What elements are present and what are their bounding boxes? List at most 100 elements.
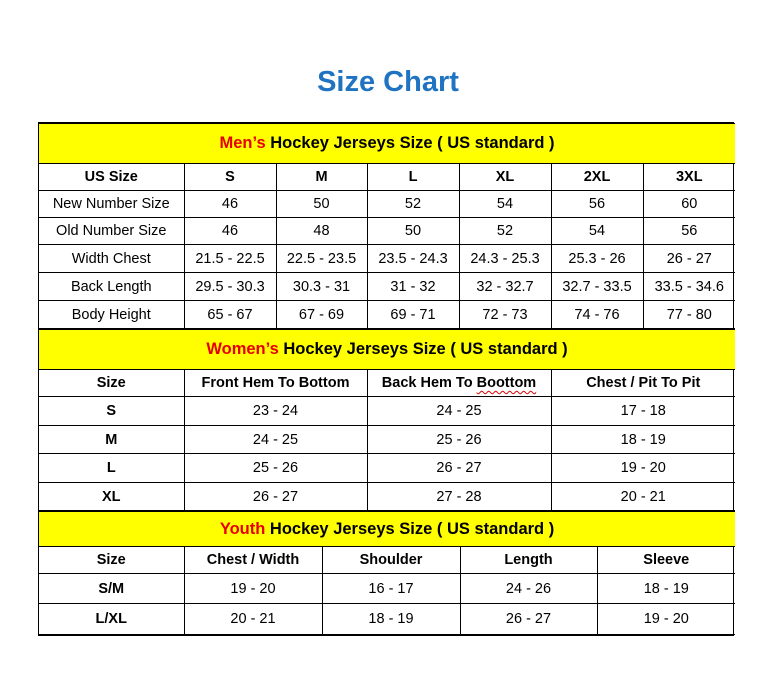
table-cell: 19 - 20	[596, 603, 736, 635]
column-header: Length	[459, 546, 598, 574]
table-row: Old Number Size 46 48 50 52 54 56	[39, 217, 736, 245]
spelling-mark: Boottom	[476, 375, 537, 391]
column-header: M	[275, 163, 368, 191]
column-header-label: Chest / Width	[206, 552, 300, 568]
table-cell: 54	[458, 190, 552, 218]
column-header: L	[366, 163, 460, 191]
table-row: New Number Size 46 50 52 54 56 60	[39, 190, 736, 218]
column-header: XL	[458, 163, 552, 191]
table-cell: 22.5 - 23.5	[275, 244, 368, 273]
table-cell: 26 - 27	[366, 453, 552, 483]
column-header-label: Front Hem To Bottom	[201, 375, 350, 391]
table-cell: 50	[366, 217, 460, 245]
column-header: 3XL	[642, 163, 736, 191]
header-row: Size Chest / Width Shoulder Length Sleeve	[39, 546, 736, 574]
table-cell: 18 - 19	[321, 603, 461, 635]
column-header-label: Size	[96, 552, 126, 568]
column-header-label: L	[408, 169, 418, 185]
table-cell: 23.5 - 24.3	[366, 244, 460, 273]
column-header-label: Length	[504, 552, 553, 568]
table-row: S/M 19 - 20 16 - 17 24 - 26 18 - 19	[39, 573, 736, 604]
men-size-table: Men’s Hockey Jerseys Size ( US standard …	[39, 123, 736, 329]
column-header: US Size	[39, 163, 185, 191]
header-row: Size Front Hem To Bottom Back Hem To Boott…	[39, 369, 736, 397]
table-row: S 23 - 24 24 - 25 17 - 18	[39, 396, 736, 426]
column-header-label: Back Hem To	[381, 375, 477, 391]
row-label: L/XL	[39, 603, 185, 635]
column-header-label: Shoulder	[359, 552, 423, 568]
table-cell: 19 - 20	[550, 453, 736, 483]
table-cell: 24 - 25	[366, 396, 552, 426]
column-header-label: Size	[96, 375, 126, 391]
heading-text: Hockey Jerseys Size ( US standard )	[265, 519, 555, 538]
table-cell: 30.3 - 31	[275, 272, 368, 301]
table-cell: 77 - 80	[642, 300, 736, 329]
page-title: Size Chart	[317, 66, 459, 98]
table-cell: 32.7 - 33.5	[550, 272, 644, 301]
table-cell: 27 - 28	[366, 482, 552, 511]
column-header: Front Hem To Bottom	[183, 369, 368, 397]
table-cell: 23 - 24	[183, 396, 368, 426]
table-cell: 25 - 26	[366, 425, 552, 454]
table-cell: 31 - 32	[366, 272, 460, 301]
column-header-label: Chest / Pit To Pit	[586, 375, 701, 391]
column-header: Sleeve	[596, 546, 736, 574]
row-label: M	[39, 425, 185, 454]
youth-section-heading: Youth Hockey Jerseys Size ( US standard …	[39, 511, 736, 547]
column-header: Back Hem To Boottom	[366, 369, 552, 397]
table-cell: 24 - 26	[459, 573, 598, 604]
table-cell: 26 - 27	[183, 482, 368, 511]
table-cell: 72 - 73	[458, 300, 552, 329]
row-label: XL	[39, 482, 185, 511]
row-label: Back Length	[39, 272, 185, 301]
table-row: Back Length 29.5 - 30.3 30.3 - 31 31 - 32 32…	[39, 272, 736, 301]
table-cell: 19 - 20	[183, 573, 323, 604]
column-header: Shoulder	[321, 546, 461, 574]
row-label: Old Number Size	[39, 217, 185, 245]
table-cell: 48	[275, 217, 368, 245]
table-cell: 56	[642, 217, 736, 245]
men-section-heading: Men’s Hockey Jerseys Size ( US standard …	[39, 123, 736, 164]
table-cell: 74 - 76	[550, 300, 644, 329]
column-header-label: US Size	[84, 169, 138, 185]
column-header-label: XL	[495, 169, 515, 185]
table-row: XL 26 - 27 27 - 28 20 - 21	[39, 482, 736, 511]
table-cell: 26 - 27	[459, 603, 598, 635]
column-header-label: 2XL	[583, 169, 611, 185]
row-label: Body Height	[39, 300, 185, 329]
table-cell: 24.3 - 25.3	[458, 244, 552, 273]
table-cell: 18 - 19	[596, 573, 736, 604]
table-row: M 24 - 25 25 - 26 18 - 19	[39, 425, 736, 454]
table-row: L 25 - 26 26 - 27 19 - 20	[39, 453, 736, 483]
column-header: Size	[39, 546, 185, 574]
table-cell: 16 - 17	[321, 573, 461, 604]
heading-highlight: Men’s	[219, 134, 266, 152]
row-label: S	[39, 396, 185, 426]
women-section-heading: Women’s Hockey Jerseys Size ( US standar…	[39, 329, 736, 370]
table-row: L/XL 20 - 21 18 - 19 26 - 27 19 - 20	[39, 603, 736, 635]
table-cell: 52	[366, 190, 460, 218]
row-label: S/M	[39, 573, 185, 604]
table-cell: 56	[550, 190, 644, 218]
heading-highlight: Youth	[219, 519, 266, 538]
row-label: New Number Size	[39, 190, 185, 218]
column-header-label: Sleeve	[643, 552, 690, 568]
column-header: S	[183, 163, 277, 191]
table-cell: 24 - 25	[183, 425, 368, 454]
row-label: L	[39, 453, 185, 483]
youth-size-table: Youth Hockey Jerseys Size ( US standard …	[39, 511, 736, 635]
column-header-label: M	[315, 169, 328, 185]
table-cell: 25.3 - 26	[550, 244, 644, 273]
column-header: Chest / Pit To Pit	[550, 369, 736, 397]
table-cell: 50	[275, 190, 368, 218]
table-cell: 69 - 71	[366, 300, 460, 329]
column-header: Size	[39, 369, 185, 397]
table-cell: 67 - 69	[275, 300, 368, 329]
table-cell: 46	[183, 190, 277, 218]
header-row: US Size S M L XL 2XL 3XL	[39, 163, 736, 191]
table-cell: 26 - 27	[642, 244, 736, 273]
table-cell: 46	[183, 217, 277, 245]
size-chart: Men’s Hockey Jerseys Size ( US standard …	[38, 122, 736, 636]
column-header-label: S	[225, 169, 235, 185]
table-row: Width Chest 21.5 - 22.5 22.5 - 23.5 23.5 - …	[39, 244, 736, 273]
